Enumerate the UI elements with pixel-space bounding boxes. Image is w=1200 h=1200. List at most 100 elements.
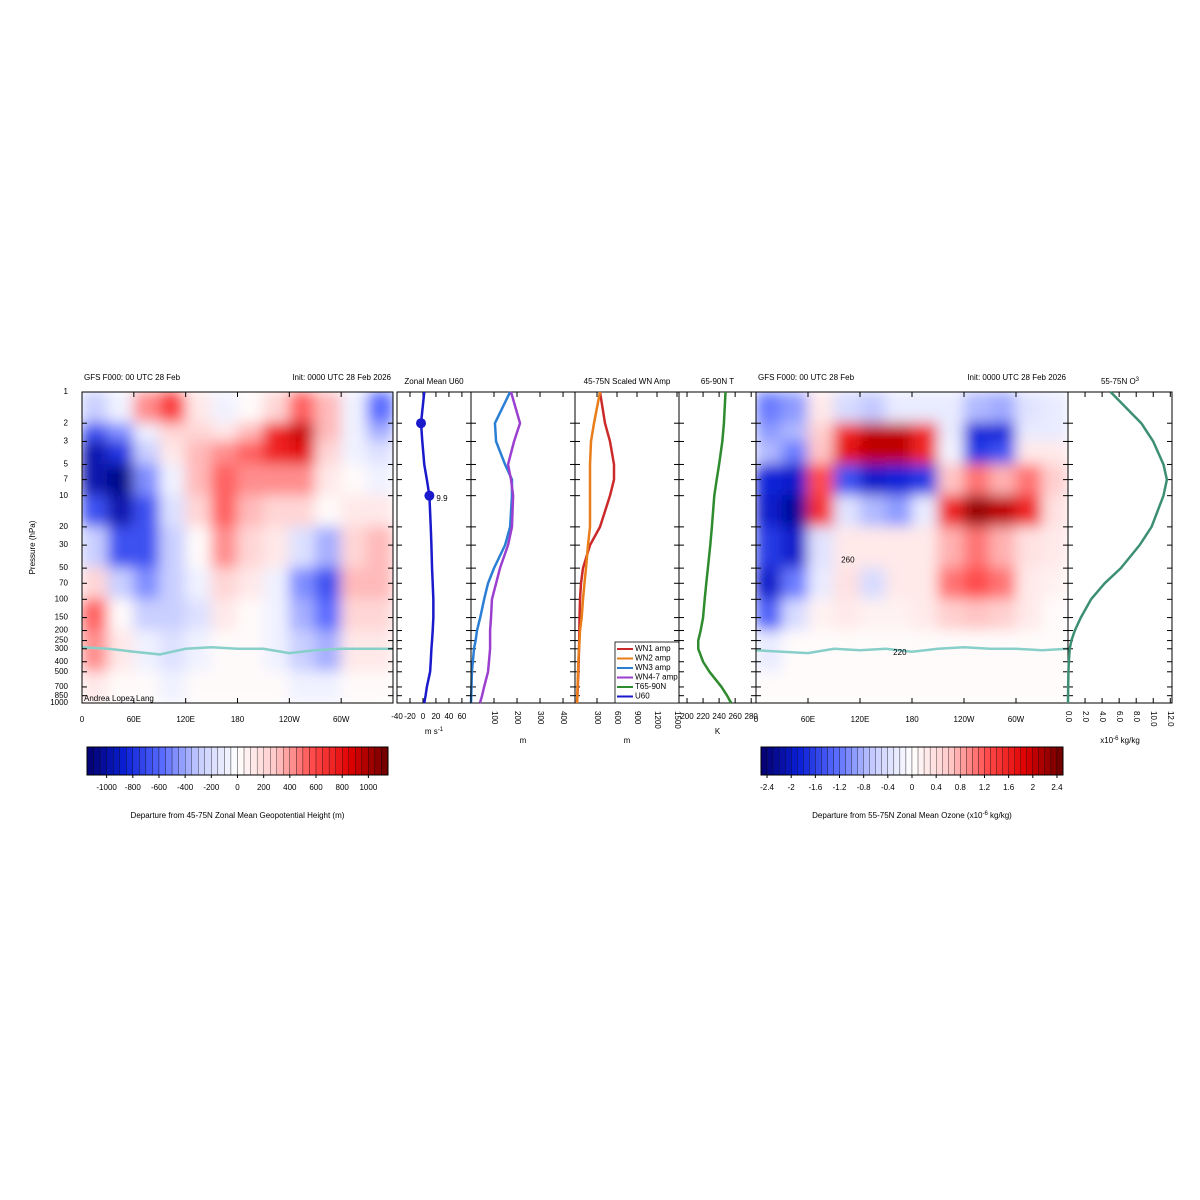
heatmap-cell [833,526,861,569]
heatmap-cell [833,422,861,442]
colorbar-box [113,746,120,776]
colorbar-box [845,746,852,776]
profile-line [575,391,602,704]
panel-title-part: 55-75N O [1101,377,1136,386]
colorbar-tick-label: -2 [788,783,796,792]
x-tick-label: 0 [80,715,85,724]
heatmap-field [82,392,393,703]
colorbar-box [833,746,840,776]
x-tick-label: 6.0 [1115,711,1124,723]
heatmap-cell [211,671,238,703]
heatmap-cell [989,422,1017,442]
heatmap-cell [833,495,861,528]
colorbar-tick-label: -0.4 [881,783,895,792]
colorbar-box [185,746,192,776]
heatmap-cell [159,392,187,424]
heatmap-cell [1041,526,1068,569]
heatmap-cell [133,463,161,497]
colorbar-box [322,746,330,776]
colorbar-title-part: -6 [982,811,988,817]
heatmap-cell [859,463,887,497]
x-axis-title: x10-6 kg/kg [1100,736,1140,746]
colorbar-box [803,746,810,776]
colorbar-box [250,746,258,776]
heatmap-cell [185,598,213,632]
colorbar-box [887,746,895,776]
heatmap-cell [107,440,135,465]
colorbar-box [355,746,362,776]
panel-title: 65-90N T [701,377,734,386]
heatmap-cell [781,463,809,497]
heatmap-cell [989,392,1017,424]
heatmap-cell [237,567,264,600]
tropopause-line [82,646,393,656]
heatmap-cell [107,567,135,600]
heatmap-cell [963,392,991,424]
heatmap-cell [211,440,238,465]
colorbar-box [361,746,369,776]
heatmap-cell [107,422,135,442]
heatmap-cell [781,671,809,703]
colorbar-tick-label: 800 [336,783,350,792]
colorbar-box [881,746,888,776]
heatmap-cell [159,422,187,442]
y-tick-label: 100 [55,594,69,603]
colorbar-tick-label: 1.6 [1003,783,1015,792]
heatmap-cell [366,422,393,442]
heatmap-cell [340,440,368,465]
colorbar-box [978,746,985,776]
colorbar-box [368,746,376,776]
colorbar-box [302,746,310,776]
heatmap-cell [781,567,809,600]
heatmap-cell [262,440,290,465]
heatmap-cell [185,671,213,703]
heatmap-cell [937,463,965,497]
heatmap-cell [366,526,393,569]
heatmap-cell [807,463,835,497]
heatmap-cell [340,526,368,569]
colorbar-box [106,746,114,776]
heatmap-cell [911,526,939,569]
heatmap-cell [989,598,1017,632]
x-tick-label: 300 [536,711,545,725]
colorbar-box [381,746,389,776]
heatmap-cell [859,671,887,703]
heatmap-cell [833,440,861,465]
colorbar-box [815,746,822,776]
panel-title: Zonal Mean U60 [404,377,464,386]
heatmap-cell [211,630,238,673]
y-tick-label: 500 [55,667,69,676]
x-tick-label: 40 [444,712,453,721]
heatmap-cell [288,567,316,600]
heatmap-cell [1015,598,1043,632]
heatmap-cell [989,495,1017,528]
heatmap-cell [963,440,991,465]
colorbar-box [966,746,973,776]
y-tick-label: 5 [64,460,69,469]
colorbar-box [809,746,816,776]
heatmap-cell [1015,392,1043,424]
colorbar-box [1002,746,1009,776]
heatmap-cell [262,671,290,703]
colorbar-tick-label: 200 [257,783,271,792]
y-tick-label: 850 [55,691,69,700]
heatmap-cell [314,567,342,600]
heatmap-cell [989,526,1017,569]
colorbar-box [839,746,846,776]
heatmap-cell [262,463,290,497]
y-tick-label: 7 [64,475,69,484]
heatmap-cell [989,567,1017,600]
colorbar-box [1032,746,1039,776]
colorbar-box [93,746,101,776]
heatmap-cell [1041,422,1068,442]
colorbar-box [857,746,864,776]
colorbar-box [936,746,943,776]
x-tick-label: 8.0 [1132,711,1141,723]
heatmap-cell [781,392,809,424]
x-tick-label: 280 [745,712,759,721]
y-tick-label: 1000 [50,698,68,707]
heatmap-cell [82,630,109,673]
heatmap-cell [963,463,991,497]
heatmap-cell [82,526,109,569]
